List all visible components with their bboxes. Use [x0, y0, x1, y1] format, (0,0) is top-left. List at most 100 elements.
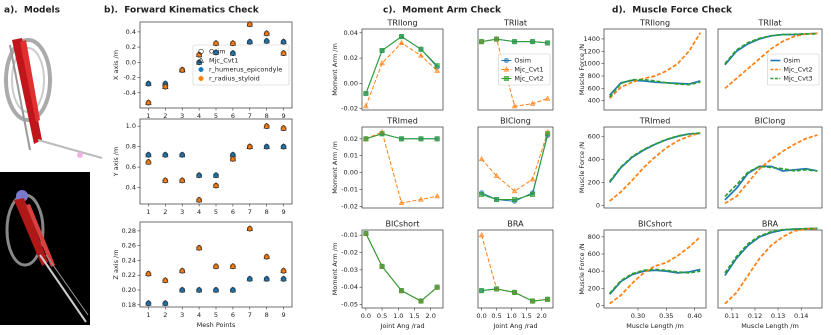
- data-point-outline: [212, 48, 220, 55]
- data-point-outline: [280, 276, 287, 282]
- y-tick-label: -0.05: [341, 301, 358, 309]
- legend-label: r_radius_styloid: [209, 75, 260, 83]
- y-tick-label: 800: [588, 233, 600, 241]
- x-tick-label: 6: [231, 112, 235, 120]
- legend-marker: [197, 57, 205, 63]
- data-point-outline: [145, 80, 152, 86]
- data-point-outline: [162, 277, 169, 284]
- x-tick-label: 9: [281, 208, 285, 216]
- data-point-outline: [178, 286, 186, 293]
- data-point: [434, 136, 440, 142]
- data-point-outline: [280, 143, 287, 150]
- panel-title: c). Moment Arm Check: [383, 6, 502, 16]
- data-point: [479, 191, 485, 197]
- series-line: [609, 132, 701, 182]
- y-tick-label: 400: [588, 97, 600, 105]
- data-point: [418, 298, 424, 304]
- data-point: [379, 48, 385, 54]
- data-point-outline: [178, 176, 186, 183]
- x-tick-label: 6: [231, 208, 235, 216]
- subplot: 0 200 400 600 TRImed Muscle Force /N: [578, 117, 707, 210]
- data-point: [418, 136, 424, 142]
- data-point: [399, 34, 405, 40]
- data-point: [512, 39, 518, 45]
- data-point-outline: [213, 287, 219, 293]
- data-point-outline: [178, 151, 186, 158]
- y-tick-label: 200: [588, 179, 600, 187]
- y-tick-label: 0.24: [122, 256, 136, 264]
- subplot: BIClong: [477, 117, 554, 209]
- subplot-title: BICshort: [638, 220, 672, 229]
- y-tick-label: 0: [596, 301, 600, 309]
- y-tick-label: 600: [588, 84, 600, 92]
- data-point-outline: [196, 172, 202, 179]
- y-axis-label: X axis /m: [112, 50, 120, 80]
- data-point-outline: [212, 262, 220, 269]
- data-point: [529, 176, 536, 182]
- data-point-outline: [195, 171, 203, 178]
- y-tick-label: 0.6: [126, 163, 136, 171]
- plot-frame: [361, 229, 444, 309]
- data-point-outline: [212, 181, 220, 188]
- data-point-outline: [280, 38, 287, 45]
- data-point: [493, 172, 500, 178]
- data-point: [530, 39, 536, 45]
- data-point-outline: [246, 143, 253, 150]
- data-point: [545, 131, 551, 137]
- x-tick-label: 1.0: [506, 312, 516, 320]
- data-point: [511, 103, 518, 109]
- x-tick-label: 5: [214, 112, 218, 120]
- data-point: [363, 136, 369, 142]
- legend-marker: [198, 48, 204, 55]
- data-point-outline: [145, 80, 152, 87]
- data-point: [545, 296, 551, 302]
- x-tick-label: 1: [146, 311, 150, 319]
- subplot-title: BIClong: [500, 117, 531, 126]
- data-point-outline: [145, 151, 152, 158]
- y-axis-label: Moment Arm /m: [331, 43, 339, 96]
- y-tick-label: -0.02: [341, 202, 358, 210]
- x-tick-label: 3: [180, 112, 184, 120]
- y-tick-label: 1000: [583, 60, 600, 68]
- y-axis-label: Muscle Force /N: [578, 142, 586, 193]
- x-tick-label: 0.35: [659, 312, 673, 320]
- y-tick-label: 1400: [583, 35, 600, 43]
- x-tick-label: 2: [163, 311, 167, 319]
- data-point-outline: [246, 38, 253, 45]
- y-tick-label: -0.2: [123, 74, 136, 82]
- data-point: [399, 136, 405, 142]
- data-point-outline: [178, 267, 186, 274]
- legend-label: r_humerus_epicondyle: [209, 66, 282, 74]
- data-point-outline: [162, 176, 169, 183]
- data-point-outline: [263, 30, 270, 37]
- y-tick-label: -0.01: [341, 185, 358, 193]
- subplot: 0 200 400 600 800 0.30 0.35 0.40 BICshort Muscle …: [578, 220, 707, 330]
- x-tick-label: 0.11: [725, 312, 739, 320]
- data-point-outline: [179, 67, 186, 73]
- panel-title: b). Forward Kinematics Check: [104, 6, 260, 16]
- data-point-outline: [179, 287, 186, 293]
- data-point-outline: [263, 143, 270, 150]
- data-point-outline: [246, 275, 254, 282]
- data-point: [529, 100, 536, 106]
- x-tick-label: 2: [163, 112, 167, 120]
- series-line: [609, 131, 701, 202]
- data-point-outline: [162, 300, 169, 307]
- data-point-outline: [280, 267, 287, 274]
- x-tick-label: 0.0: [361, 312, 371, 320]
- series-line: [724, 134, 818, 205]
- data-point-outline: [263, 123, 270, 130]
- data-point-outline: [145, 158, 152, 165]
- data-point-outline: [230, 287, 236, 293]
- y-tick-label: 0.02: [344, 135, 358, 143]
- y-tick-label: 800: [588, 72, 600, 80]
- data-point: [512, 197, 518, 203]
- y-tick-label: -0.4: [123, 89, 136, 97]
- legend-label: Mjc_Cvt2: [514, 75, 543, 83]
- y-tick-label: -0.01: [341, 231, 358, 239]
- y-tick-label: 0.02: [344, 54, 358, 62]
- series-line: [724, 33, 818, 65]
